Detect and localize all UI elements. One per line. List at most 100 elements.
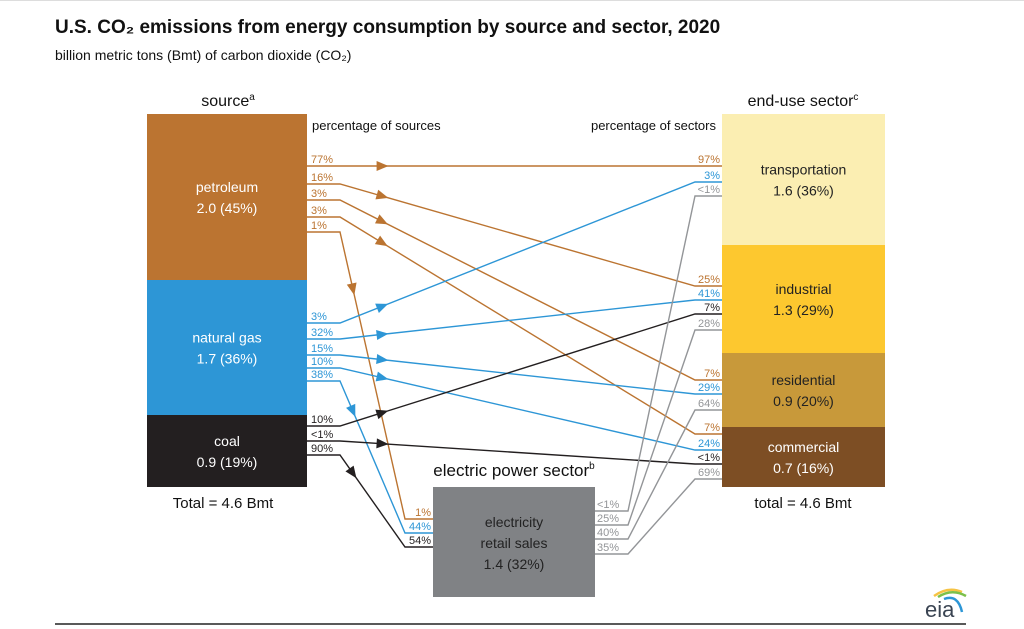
- electric-header: electric power sectorb: [433, 461, 595, 480]
- sector-commercial-rect: [722, 427, 885, 487]
- to-pct: 29%: [698, 382, 720, 394]
- to-pct: 64%: [698, 398, 720, 410]
- diagram-title: U.S. CO₂ emissions from energy consumpti…: [55, 17, 720, 38]
- flow-natural-gas-to-commercial: 10% 24%: [307, 356, 722, 451]
- source-petroleum-label: petroleum: [196, 179, 258, 195]
- source-petroleum-rect: [147, 114, 307, 280]
- source-coal: coal 0.9 (19%): [147, 415, 307, 487]
- to-pct: 69%: [698, 467, 720, 479]
- sector-header: end-use sectorc: [748, 92, 859, 110]
- source-petroleum: petroleum 2.0 (45%): [147, 114, 307, 280]
- sector-commercial-label: 0.7 (16%): [773, 460, 834, 476]
- flow-electric-power-to-residential: 40% 64%: [595, 398, 722, 540]
- to-pct: <1%: [698, 452, 721, 464]
- flow-line: [307, 199, 722, 381]
- sector-residential-label: residential: [772, 372, 836, 388]
- flow-petroleum-to-industrial: 16% 25%: [307, 172, 722, 287]
- from-pct: 35%: [597, 542, 619, 554]
- flow-electric-power-to-industrial: 25% 28%: [595, 318, 722, 526]
- flow-petroleum-to-commercial: 3% 7%: [307, 205, 722, 435]
- sector-commercial-label: commercial: [768, 439, 840, 455]
- sector-transportation-label: transportation: [761, 162, 847, 178]
- source-total: Total = 4.6 Bmt: [173, 495, 274, 512]
- flow-coal-to-commercial: <1% <1%: [307, 429, 722, 465]
- source-header: sourcea: [201, 92, 255, 110]
- flow-line: [595, 195, 722, 512]
- arrow-icon: [346, 403, 356, 417]
- source-natural-gas-label: natural gas: [192, 330, 261, 346]
- flow-line: [595, 329, 722, 526]
- source-coal-rect: [147, 415, 307, 487]
- source-coal-label: 0.9 (19%): [197, 454, 258, 470]
- from-pct: 90%: [311, 443, 333, 455]
- to-pct: 3%: [704, 170, 720, 182]
- from-pct: 10%: [311, 414, 333, 426]
- sector-commercial: commercial 0.7 (16%): [722, 427, 885, 487]
- flow-line: [307, 299, 722, 340]
- flow-petroleum-to-residential: 3% 7%: [307, 188, 722, 381]
- sector-residential-label: 0.9 (20%): [773, 393, 834, 409]
- svg-text:eia: eia: [925, 597, 955, 622]
- from-pct: 3%: [311, 188, 327, 200]
- from-pct: <1%: [311, 429, 334, 441]
- to-pct: 28%: [698, 318, 720, 330]
- sector-transportation-label: 1.6 (36%): [773, 183, 834, 199]
- sector-industrial-label: industrial: [775, 281, 831, 297]
- arrow-icon: [376, 354, 389, 364]
- sector-industrial-rect: [722, 245, 885, 353]
- from-pct: 32%: [311, 327, 333, 339]
- flow-line: [307, 454, 433, 548]
- arrow-icon: [375, 189, 389, 200]
- from-pct: 3%: [311, 311, 327, 323]
- arrow-icon: [374, 214, 388, 225]
- source-natural-gas-label: 1.7 (36%): [197, 351, 258, 367]
- from-pct: 3%: [311, 205, 327, 217]
- flow-coal-to-industrial: 10% 7%: [307, 302, 722, 427]
- flow-line: [307, 216, 722, 435]
- sector-transportation-rect: [722, 114, 885, 245]
- flow-line: [307, 313, 722, 427]
- to-pct: 41%: [698, 288, 720, 300]
- from-pct: 1%: [311, 220, 327, 232]
- arrow-icon: [345, 465, 357, 479]
- from-pct: 25%: [597, 513, 619, 525]
- to-pct: 44%: [409, 521, 431, 533]
- flow-line: [595, 409, 722, 540]
- arrow-icon: [375, 371, 389, 382]
- sector-residential: residential 0.9 (20%): [722, 353, 885, 427]
- source-petroleum-label: 2.0 (45%): [197, 200, 258, 216]
- flow-line: [307, 354, 722, 395]
- arrow-icon: [375, 303, 389, 313]
- sector-industrial-label: 1.3 (29%): [773, 302, 834, 318]
- from-pct: 77%: [311, 154, 333, 166]
- flow-line: [307, 367, 722, 451]
- to-pct: 54%: [409, 535, 431, 547]
- flow-line: [307, 440, 722, 465]
- to-pct: 24%: [698, 438, 720, 450]
- flow-coal-to-electric-power: 90% 54%: [307, 443, 433, 548]
- from-pct: 10%: [311, 356, 333, 368]
- to-pct: 25%: [698, 274, 720, 286]
- flow-line: [595, 478, 722, 555]
- from-pct: 40%: [597, 527, 619, 539]
- electric-line1: electricity: [485, 514, 543, 530]
- flow-line: [307, 380, 433, 534]
- to-pct: 97%: [698, 154, 720, 166]
- flow-line: [307, 183, 722, 287]
- arrow-icon: [346, 282, 357, 296]
- pct-sources-label: percentage of sources: [312, 118, 441, 133]
- sector-residential-rect: [722, 353, 885, 427]
- from-pct: <1%: [597, 499, 620, 511]
- arrow-icon: [376, 330, 389, 340]
- flow-natural-gas-to-transportation: 3% 3%: [307, 170, 722, 324]
- to-pct: 7%: [704, 302, 720, 314]
- to-pct: 7%: [704, 422, 720, 434]
- to-pct: 7%: [704, 368, 720, 380]
- electric-value: 1.4 (32%): [484, 556, 545, 572]
- flow-electric-power-to-commercial: 35% 69%: [595, 467, 722, 555]
- sector-transportation: transportation 1.6 (36%): [722, 114, 885, 245]
- eia-logo: eia: [925, 588, 967, 622]
- flow-electric-power-to-transportation: <1% <1%: [595, 184, 722, 512]
- flow-natural-gas-to-electric-power: 38% 44%: [307, 369, 433, 534]
